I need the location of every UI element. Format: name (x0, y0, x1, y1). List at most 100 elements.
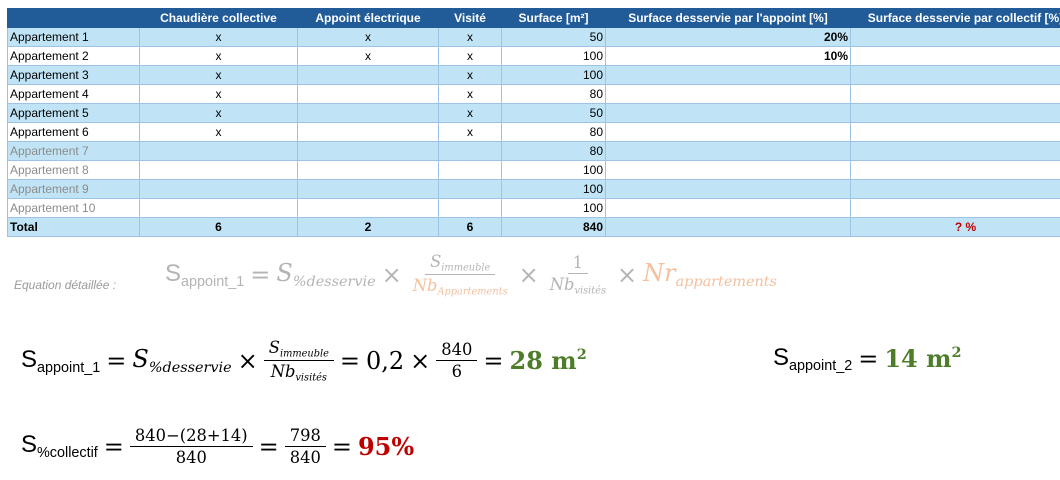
subscript: appoint_1 (181, 273, 245, 290)
math-token: 840 (287, 448, 324, 467)
table-cell (139, 179, 298, 199)
table-cell: 80 (501, 141, 606, 161)
table-row: Appartement 3 x x 100 (7, 65, 1060, 85)
math-token: Simmeuble (266, 338, 332, 359)
header-row: Chaudière collective Appoint électrique Vi… (7, 8, 1060, 28)
table-cell: 80 (501, 84, 606, 104)
table-row: Appartement 6 x x 80 (7, 122, 1060, 142)
total-cell: Total (7, 217, 140, 237)
total-row: Total 6 2 6 840? % (7, 217, 1060, 237)
math-token: × (516, 261, 542, 289)
math-token: 95% (355, 432, 417, 461)
subscript: visités (295, 372, 327, 384)
token-text: = (331, 432, 352, 461)
token-text: 840−(28+14) (134, 426, 248, 445)
table-cell (850, 198, 1060, 218)
token-text: S (21, 431, 38, 459)
header-cell: Chaudière collective (139, 8, 298, 28)
subscript: Appartements (437, 286, 508, 298)
denominator: 840 (171, 447, 212, 467)
math-token: 798 (287, 426, 324, 445)
math-token: 840−(28+14) (132, 426, 251, 445)
superscript: 2 (576, 346, 587, 364)
subscript: appartements (675, 274, 777, 291)
table-cell: x (139, 84, 298, 104)
fraction: Simmeuble NbAppartements (405, 252, 516, 298)
math-token: × (379, 261, 405, 289)
math-token: 6 (449, 362, 465, 381)
math-token: = (256, 433, 282, 461)
subscript: %collectif (37, 445, 98, 462)
table-cell (605, 65, 851, 85)
table-cell (438, 141, 502, 161)
superscript: 2 (951, 344, 962, 362)
token-text: = (250, 260, 271, 289)
total-cell: 6 (438, 217, 502, 237)
token-text: 0,2 (366, 346, 405, 375)
fraction: 840 6 (433, 340, 480, 381)
table-cell (297, 122, 439, 142)
table-cell: x (139, 46, 298, 66)
token-text: = (858, 345, 879, 374)
math-token: Nbvisités (547, 275, 609, 296)
table-cell: 20% (605, 27, 851, 47)
table-cell: 50 (501, 27, 606, 47)
token-text: Nb (549, 275, 575, 295)
math-token: S%collectif (18, 431, 101, 461)
subscript: %desservie (292, 274, 376, 291)
numerator: 840 (436, 340, 478, 362)
table-cell (438, 198, 502, 218)
table-cell (297, 160, 439, 180)
token-text: 840 (175, 448, 207, 467)
numerator: Simmeuble (425, 252, 496, 276)
table-cell (605, 160, 851, 180)
fraction: 798 840 (282, 426, 329, 467)
table-row: Appartement 5 x x 50 (7, 103, 1060, 123)
token-text: 6 (451, 362, 463, 382)
math-token: = (101, 433, 127, 461)
token-text: S (165, 259, 182, 287)
table-cell: x (139, 65, 298, 85)
table-cell: x (438, 27, 502, 47)
table-row: Appartement 2 x x x 100 10% (7, 46, 1060, 66)
token-text: Nr (643, 259, 676, 288)
math-token: Nrappartements (640, 259, 780, 290)
table-cell: x (297, 27, 439, 47)
table-cell (297, 179, 439, 199)
table-cell (605, 179, 851, 199)
table-cell: Appartement 5 (7, 103, 140, 123)
table-cell: Appartement 4 (7, 84, 140, 104)
table-row: Appartement 4 x x 80 (7, 84, 1060, 104)
table-cell (850, 46, 1060, 66)
table-cell (139, 141, 298, 161)
header-cell: Appoint électrique (297, 8, 439, 28)
table-cell (438, 179, 502, 199)
token-text: × (381, 260, 402, 289)
table-cell: 100 (501, 179, 606, 199)
token-text: Nb (412, 276, 438, 296)
token-text: × (237, 346, 258, 375)
token-text: 95% (357, 432, 415, 461)
denominator: Nbvisités (545, 274, 611, 296)
table-cell (850, 179, 1060, 199)
table-cell: x (438, 65, 502, 85)
fraction: Simmeuble Nbvisités (261, 338, 337, 384)
table-cell (297, 198, 439, 218)
subscript: %desservie (148, 360, 232, 377)
table-cell: x (139, 103, 298, 123)
total-cell: 840 (501, 217, 606, 237)
table-cell (297, 141, 439, 161)
total-cell: 2 (297, 217, 439, 237)
math-token: 1 (570, 253, 586, 272)
token-text: × (616, 260, 638, 289)
token-text: = (258, 432, 279, 461)
equation: Sappoint_1 = S%desservie × Simmeuble Nbvisité… (18, 338, 590, 384)
table-cell: x (438, 122, 502, 142)
table-cell (438, 160, 502, 180)
table-cell (297, 65, 439, 85)
table-cell (139, 160, 298, 180)
equation: Sappoint_1 = S%desservie × Simmeuble NbAppart… (162, 252, 780, 298)
table-cell: x (297, 46, 439, 66)
table-cell: Appartement 10 (7, 198, 140, 218)
